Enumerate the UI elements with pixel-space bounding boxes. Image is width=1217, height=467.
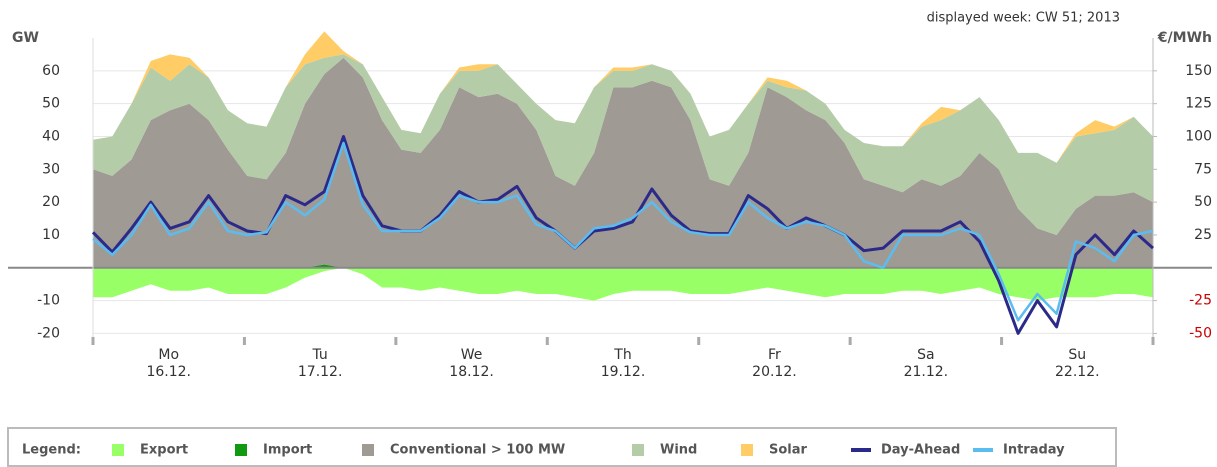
x-tick-label: We bbox=[461, 347, 483, 363]
area-conventional-mw bbox=[93, 57, 1153, 268]
y2-tick-label: 25 bbox=[1194, 227, 1212, 243]
line-intraday bbox=[92, 141, 1154, 322]
y2-tick-label: 100 bbox=[1185, 128, 1212, 144]
legend-label: Intraday bbox=[1003, 443, 1065, 458]
legend-label: Import bbox=[263, 443, 312, 458]
legend-label: Wind bbox=[660, 443, 697, 458]
legend-swatch bbox=[632, 444, 644, 456]
day-divider bbox=[242, 337, 246, 345]
x-tick-date: 22.12. bbox=[1055, 364, 1100, 380]
y-tick-label: 50 bbox=[42, 96, 60, 112]
areas bbox=[93, 31, 1153, 301]
y-tick-label: 30 bbox=[42, 161, 60, 177]
x-tick-label: Su bbox=[1068, 347, 1086, 363]
y2-tick-label: 150 bbox=[1185, 63, 1212, 79]
y-axis-label: GW bbox=[12, 30, 39, 46]
y2-tick-label: 125 bbox=[1185, 96, 1212, 112]
y-tick-label: 60 bbox=[42, 63, 60, 79]
legend-label: Day-Ahead bbox=[881, 443, 960, 458]
y-tick-label: 40 bbox=[42, 128, 60, 144]
day-divider bbox=[1151, 337, 1155, 345]
legend-swatch bbox=[112, 444, 124, 456]
y2-tick-label: -25 bbox=[1189, 293, 1212, 309]
y2-axis-label: €/MWh bbox=[1157, 30, 1212, 46]
x-tick-date: 18.12. bbox=[449, 364, 494, 380]
x-tick-label: Sa bbox=[917, 347, 934, 363]
day-divider bbox=[1000, 337, 1004, 345]
x-tick-date: 19.12. bbox=[601, 364, 646, 380]
x-tick-date: 20.12. bbox=[752, 364, 797, 380]
x-tick-label: Mo bbox=[158, 347, 179, 363]
y2-tick-label: -50 bbox=[1189, 325, 1212, 341]
legend-swatch bbox=[741, 444, 753, 456]
x-tick-date: 21.12. bbox=[904, 364, 949, 380]
day-divider bbox=[91, 337, 95, 345]
legend-label: Conventional > 100 MW bbox=[390, 443, 565, 458]
legend-swatch bbox=[235, 444, 247, 456]
y2-tick-label: 75 bbox=[1194, 161, 1212, 177]
x-tick-label: Tu bbox=[311, 347, 327, 363]
legend-box bbox=[7, 427, 1117, 467]
day-divider bbox=[848, 337, 852, 345]
header: displayed week: CW 51; 2013 bbox=[927, 11, 1120, 26]
x-tick-date: 16.12. bbox=[146, 364, 191, 380]
legend-swatch bbox=[362, 444, 374, 456]
y-tick-label: 20 bbox=[42, 194, 60, 210]
y-tick-label: 10 bbox=[42, 227, 60, 243]
y-tick-label: -10 bbox=[37, 293, 60, 309]
day-divider bbox=[394, 337, 398, 345]
day-divider bbox=[545, 337, 549, 345]
x-tick-date: 17.12. bbox=[298, 364, 343, 380]
y2-tick-label: 50 bbox=[1194, 194, 1212, 210]
x-tick-label: Th bbox=[613, 347, 631, 363]
day-divider bbox=[697, 337, 701, 345]
legend-label: Solar bbox=[769, 443, 808, 458]
legend-label: Export bbox=[140, 443, 188, 458]
y-tick-label: -20 bbox=[37, 325, 60, 341]
area-export bbox=[93, 267, 1153, 301]
x-tick-label: Fr bbox=[768, 347, 781, 363]
area-wind bbox=[93, 54, 1153, 236]
legend-title: Legend: bbox=[22, 443, 81, 458]
